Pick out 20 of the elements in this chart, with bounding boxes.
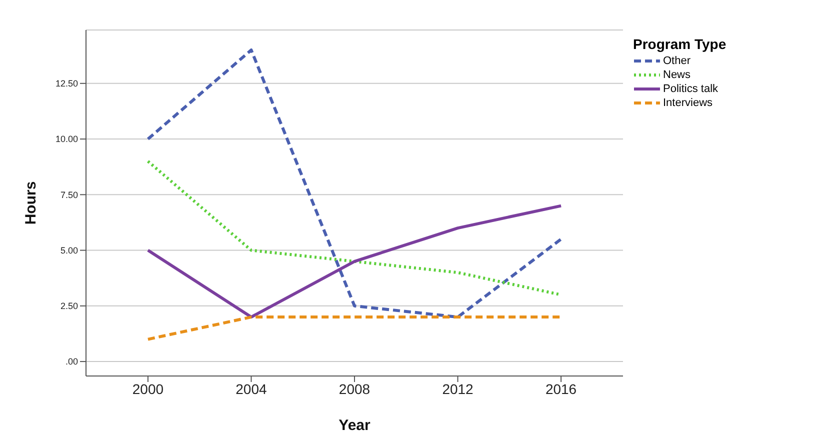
y-axis-title: Hours <box>22 181 40 225</box>
y-tick-label: 2.50 <box>60 301 78 312</box>
y-tick-label: 12.50 <box>55 78 78 89</box>
y-tick-label: 10.00 <box>55 134 78 144</box>
legend-label: News <box>663 69 691 81</box>
legend-label: Politics talk <box>663 83 718 95</box>
legend-label: Other <box>663 55 691 67</box>
y-tick-label: .00 <box>65 356 78 367</box>
line-series <box>146 48 563 319</box>
x-tick-label: 2000 <box>132 380 164 397</box>
legend-title: Program Type <box>633 36 726 52</box>
x-tick-label: 2008 <box>338 380 370 397</box>
x-axis-title: Year <box>338 417 371 434</box>
x-tick-label: 2004 <box>236 380 268 397</box>
x-tick-label: 2012 <box>442 380 474 397</box>
y-tick-label: 5.00 <box>60 245 78 256</box>
y-tick-label: 7.50 <box>60 190 78 200</box>
legend-label: Interviews <box>663 97 713 109</box>
line-series <box>146 204 563 319</box>
x-tick-label: 2016 <box>545 380 577 397</box>
